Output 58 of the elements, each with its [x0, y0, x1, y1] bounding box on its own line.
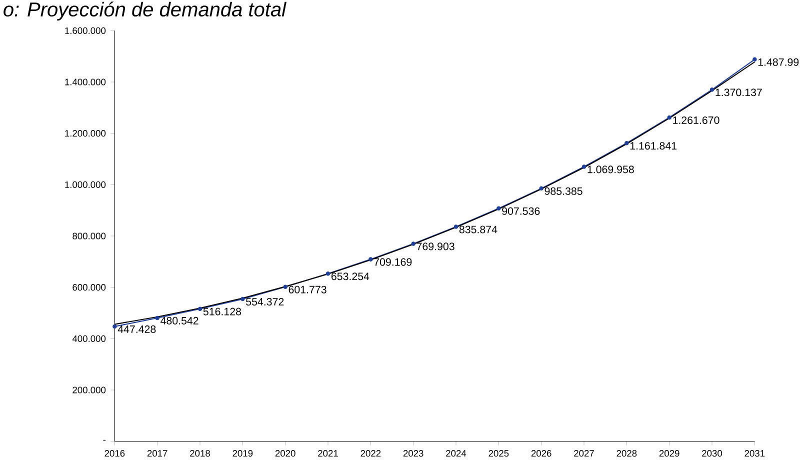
data-label: 1.487.99 [758, 58, 799, 66]
data-label: 1.161.841 [630, 142, 677, 150]
point [624, 140, 629, 146]
x-tick-label: 2016 [104, 450, 125, 457]
x-tick-label: 2022 [360, 450, 381, 457]
point [368, 257, 373, 262]
data-label: 516.128 [203, 308, 242, 316]
point [710, 88, 714, 92]
data-label: 480.542 [160, 316, 198, 324]
x-tick-label: 2024 [446, 450, 466, 457]
y-tick-label: 1.400.000 [65, 78, 106, 86]
point [326, 272, 330, 276]
x-tick-label: 2028 [616, 450, 637, 457]
data-label: 709.169 [374, 258, 412, 266]
data-label: 835.874 [459, 226, 498, 234]
data-label: 601.773 [288, 286, 326, 294]
x-tick-label: 2026 [531, 450, 552, 457]
x-tick-label: 2018 [190, 450, 210, 457]
point [752, 57, 757, 62]
y-tick-label: 1.600.000 [65, 27, 106, 34]
point [240, 296, 245, 302]
chart-title: o: Proyección de demanda total [4, 2, 286, 20]
y-tick-label: 1.000.000 [65, 181, 106, 188]
y-tick-label: - [103, 440, 106, 441]
data-label: 1.069.958 [588, 166, 634, 174]
data-label: 653.254 [331, 272, 370, 280]
x-tick-label: 2021 [318, 450, 338, 457]
point [283, 284, 288, 290]
y-tick-label: 200.000 [72, 386, 106, 394]
data-label: 907.536 [502, 207, 540, 215]
x-tick-label: 2027 [574, 450, 594, 457]
x-tick-label: 2017 [147, 450, 168, 457]
point [667, 115, 672, 120]
x-tick-label: 2031 [744, 450, 765, 457]
point [454, 224, 458, 229]
x-tick-label: 2025 [488, 450, 509, 457]
y-tick-label: 1.200.000 [65, 130, 106, 137]
point [112, 324, 117, 329]
point [411, 242, 416, 246]
point [496, 206, 501, 211]
point [155, 316, 160, 320]
x-tick-label: 2029 [659, 450, 680, 457]
point [198, 306, 202, 311]
point [539, 186, 544, 191]
x-tick-label: 2019 [232, 450, 253, 457]
data-label: 1.261.670 [673, 116, 720, 124]
x-tick-label: 2020 [275, 450, 296, 457]
data-label: 1.370.137 [716, 88, 762, 96]
data-label: 985.385 [544, 187, 582, 195]
x-tick-label: 2023 [403, 450, 424, 457]
point [582, 164, 586, 169]
data-label: 447.428 [118, 325, 156, 333]
data-label: 769.903 [416, 242, 454, 250]
y-tick-label: 400.000 [72, 335, 106, 342]
y-tick-label: 800.000 [72, 232, 106, 240]
x-tick-label: 2030 [702, 450, 722, 457]
y-tick-label: 600.000 [72, 284, 106, 291]
data-label: 554.372 [246, 298, 284, 306]
